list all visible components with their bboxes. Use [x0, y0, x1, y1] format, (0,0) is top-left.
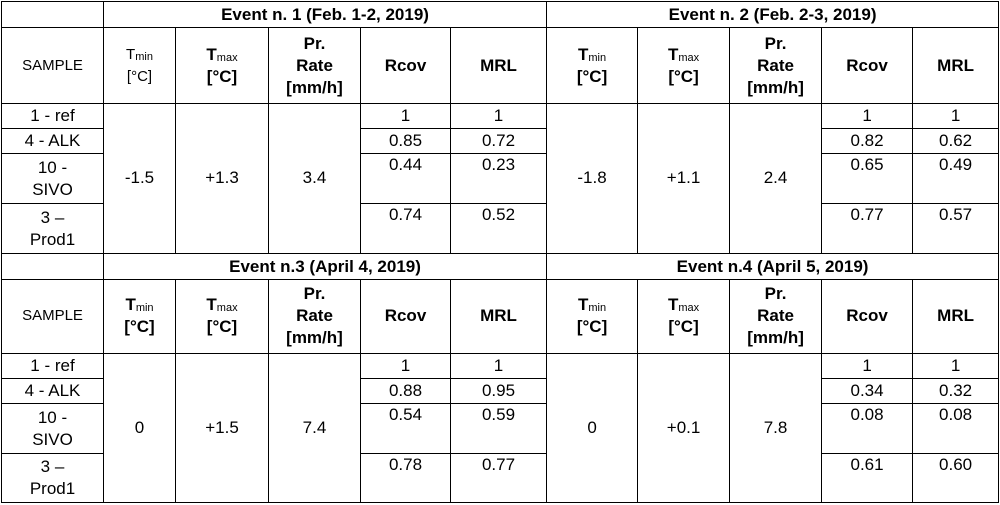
rcov-value: 0.74 [360, 203, 451, 254]
mrl-header: MRL [912, 279, 1000, 354]
rate-value: 2.4 [729, 102, 823, 254]
tmax-value: +1.5 [175, 352, 269, 504]
mrl-value: 0.72 [449, 127, 548, 155]
event-1-title: Event n. 1 (Feb. 1-2, 2019) [102, 0, 548, 29]
tmin-header: Tmin [°C] [546, 27, 639, 104]
rate-header: Pr. Rate [mm/h] [729, 279, 823, 354]
rcov-header: Rcov [821, 27, 914, 104]
sample-label: 3 – Prod1 [1, 453, 104, 503]
mrl-header: MRL [912, 27, 1000, 104]
table-row: 3 – Prod1 0.78 0.77 0.61 0.60 [1, 453, 1000, 503]
tmin-value: 0 [546, 352, 639, 504]
tmin-value: 0 [103, 352, 176, 504]
mrl-value: 0.62 [912, 127, 1000, 155]
rcov-value: 0.61 [821, 453, 914, 503]
sample-label: 4 - ALK [1, 127, 104, 155]
event-title-row: Event n.3 (April 4, 2019) Event n.4 (Apr… [1, 252, 1000, 281]
mrl-value: 0.95 [449, 377, 548, 405]
tmax-value: +1.1 [637, 102, 731, 254]
rcov-value: 0.54 [360, 403, 451, 455]
rcov-value: 0.85 [360, 127, 451, 155]
mrl-value: 0.59 [449, 403, 548, 455]
tmin-value: -1.8 [546, 102, 639, 254]
table-row: 4 - ALK 0.85 0.72 0.82 0.62 [1, 127, 1000, 155]
tmax-header: Tmax [°C] [175, 27, 269, 104]
mrl-value: 0.52 [449, 203, 548, 254]
corner-cell [1, 252, 104, 281]
tmin-header: Tmin [°C] [103, 279, 176, 354]
sample-label: 4 - ALK [1, 377, 104, 405]
column-header-row: SAMPLE Tmin [°C] Tmax [°C] Pr. Rate [mm/h] R… [1, 27, 1000, 104]
event-4-title: Event n.4 (April 5, 2019) [546, 252, 1000, 281]
sample-label: 10 - SIVO [1, 403, 104, 455]
rcov-value: 0.88 [360, 377, 451, 405]
mrl-value: 0.32 [912, 377, 1000, 405]
mrl-value: 0.60 [912, 453, 1000, 503]
mrl-value: 0.57 [912, 203, 1000, 254]
rcov-header: Rcov [821, 279, 914, 354]
rcov-value: 0.44 [360, 153, 451, 205]
mrl-value: 0.77 [449, 453, 548, 503]
rcov-value: 0.82 [821, 127, 914, 155]
event-2-title: Event n. 2 (Feb. 2-3, 2019) [546, 0, 1000, 29]
tmax-header: Tmax [°C] [637, 27, 731, 104]
sample-label: 10 - SIVO [1, 153, 104, 205]
corner-cell [1, 0, 104, 29]
rate-value: 3.4 [268, 102, 361, 254]
rcov-header: Rcov [360, 279, 451, 354]
rcov-value: 1 [360, 352, 451, 379]
table-row: 1 - ref -1.5 +1.3 3.4 1 1 -1.8 +1.1 2.4 … [1, 102, 1000, 254]
table-row: 4 - ALK 0.88 0.95 0.34 0.32 [1, 377, 1000, 405]
tmin-header: Tmin [°C] [103, 27, 176, 104]
tmax-value: +0.1 [637, 352, 731, 504]
mrl-value: 0.23 [449, 153, 548, 205]
event-title-row: Event n. 1 (Feb. 1-2, 2019) Event n. 2 (… [1, 0, 1000, 29]
table-row: 10 - SIVO 0.44 0.23 0.65 0.49 [1, 153, 1000, 205]
sample-header: SAMPLE [1, 27, 104, 104]
rate-header: Pr. Rate [mm/h] [268, 279, 361, 354]
sample-label: 3 – Prod1 [1, 203, 104, 254]
event-3-title: Event n.3 (April 4, 2019) [102, 252, 548, 281]
mrl-value: 0.08 [912, 403, 1000, 455]
rate-value: 7.8 [729, 352, 823, 504]
mrl-header: MRL [449, 27, 548, 104]
sample-label: 1 - ref [1, 352, 104, 379]
rate-header: Pr. Rate [mm/h] [729, 27, 823, 104]
tmax-value: +1.3 [175, 102, 269, 254]
rcov-value: 0.34 [821, 377, 914, 405]
rcov-value: 0.08 [821, 403, 914, 455]
rcov-value: 1 [360, 102, 451, 130]
mrl-value: 1 [449, 102, 548, 130]
table-row: 1 - ref 0 +1.5 7.4 1 1 0 +0.1 7.8 1 1 [1, 352, 1000, 504]
sample-label: 1 - ref [1, 102, 104, 130]
mrl-value: 1 [912, 352, 1000, 379]
rcov-header: Rcov [360, 27, 451, 104]
mrl-header: MRL [449, 279, 548, 354]
rate-header: Pr. Rate [mm/h] [268, 27, 361, 104]
mrl-value: 0.49 [912, 153, 1000, 205]
rcov-value: 1 [821, 102, 914, 130]
rate-value: 7.4 [268, 352, 361, 504]
table-row: 3 – Prod1 0.74 0.52 0.77 0.57 [1, 203, 1000, 254]
rcov-value: 0.77 [821, 203, 914, 254]
mrl-value: 1 [449, 352, 548, 379]
tmax-header: Tmax [°C] [637, 279, 731, 354]
tmax-header: Tmax [°C] [175, 279, 269, 354]
rcov-value: 0.65 [821, 153, 914, 205]
mrl-value: 1 [912, 102, 1000, 130]
tmin-header: Tmin [°C] [546, 279, 639, 354]
tmin-value: -1.5 [103, 102, 176, 254]
column-header-row: SAMPLE Tmin [°C] Tmax [°C] Pr. Rate [mm/h] R… [1, 279, 1000, 354]
sample-header: SAMPLE [1, 279, 104, 354]
rcov-value: 1 [821, 352, 914, 379]
rcov-value: 0.78 [360, 453, 451, 503]
